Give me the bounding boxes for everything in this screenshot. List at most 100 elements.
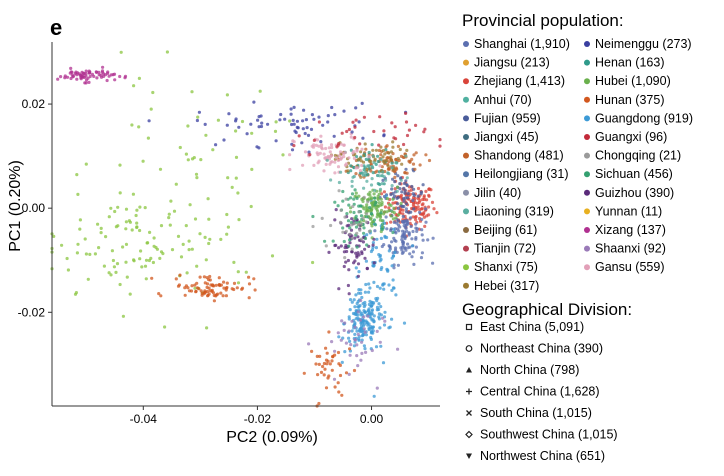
data-point — [198, 232, 202, 236]
data-point — [355, 245, 359, 249]
data-point — [301, 119, 305, 123]
data-point — [138, 257, 142, 261]
data-point — [168, 223, 172, 227]
data-point — [359, 291, 363, 295]
data-point — [395, 185, 400, 189]
data-point — [337, 154, 342, 158]
data-point — [314, 362, 318, 366]
data-point — [379, 236, 383, 240]
data-point — [421, 202, 425, 206]
data-point — [212, 299, 216, 303]
data-point — [350, 192, 355, 196]
data-point — [343, 256, 347, 260]
data-point — [60, 243, 64, 247]
data-point — [329, 143, 334, 147]
data-point — [302, 371, 306, 375]
data-point — [387, 167, 391, 171]
data-point — [418, 210, 422, 214]
data-point — [390, 256, 394, 260]
data-point — [84, 252, 88, 256]
data-point — [377, 143, 381, 147]
data-point — [305, 126, 309, 130]
data-point — [378, 187, 383, 191]
data-point — [329, 223, 333, 228]
data-point — [355, 196, 359, 200]
data-point — [411, 198, 415, 203]
data-point — [364, 147, 368, 151]
data-point — [234, 119, 238, 123]
data-point — [404, 235, 408, 239]
data-point — [386, 164, 390, 168]
data-point — [370, 196, 374, 200]
data-point — [350, 329, 354, 333]
data-point — [112, 265, 116, 269]
data-point — [208, 278, 212, 282]
data-point — [132, 259, 136, 263]
data-point — [312, 163, 316, 167]
data-point — [184, 152, 188, 156]
data-point — [232, 260, 236, 264]
data-point — [329, 178, 333, 182]
data-point — [205, 282, 210, 286]
data-point — [250, 131, 254, 135]
data-point — [367, 322, 371, 326]
data-point — [364, 259, 368, 263]
data-point — [135, 221, 139, 225]
data-point — [364, 282, 368, 287]
data-point — [378, 164, 382, 168]
data-point — [339, 142, 343, 146]
data-point — [230, 287, 234, 291]
data-point — [415, 229, 419, 233]
data-point — [338, 373, 343, 378]
data-point — [124, 227, 128, 231]
data-point — [347, 336, 351, 340]
data-point — [141, 159, 145, 163]
data-point — [308, 153, 312, 157]
data-point — [392, 220, 396, 224]
data-point — [339, 170, 343, 174]
data-point — [96, 222, 100, 226]
data-point — [71, 74, 76, 78]
data-point — [69, 76, 73, 81]
data-point — [344, 341, 348, 345]
data-point — [352, 197, 356, 201]
data-point — [124, 220, 128, 224]
data-point — [407, 128, 411, 132]
data-point — [355, 301, 359, 306]
data-point — [247, 282, 252, 286]
data-point — [259, 124, 264, 129]
data-point — [250, 167, 254, 171]
data-point — [387, 206, 391, 210]
data-point — [236, 270, 240, 274]
data-point — [157, 292, 161, 296]
data-point — [393, 250, 397, 255]
data-point — [230, 185, 234, 189]
data-point — [384, 215, 388, 219]
data-point — [90, 72, 94, 76]
data-point — [410, 244, 415, 248]
data-point — [378, 326, 382, 330]
data-point — [359, 222, 364, 226]
data-point — [353, 135, 357, 140]
data-point — [312, 117, 316, 121]
data-point — [391, 230, 395, 235]
data-point — [368, 205, 372, 210]
x-tick-label: 0.00 — [360, 412, 384, 426]
data-point — [371, 241, 375, 245]
legend-swatch — [584, 41, 590, 47]
data-point — [63, 74, 67, 78]
data-point — [195, 264, 199, 268]
data-point — [356, 235, 360, 239]
data-point — [410, 237, 414, 241]
data-point — [200, 291, 204, 295]
data-point — [372, 161, 376, 165]
data-point — [374, 200, 378, 204]
data-point — [391, 201, 395, 205]
data-point — [216, 118, 220, 122]
legend-swatch — [584, 134, 590, 140]
data-point — [370, 318, 374, 322]
data-point — [137, 125, 141, 129]
data-point — [350, 319, 354, 323]
data-point — [412, 262, 416, 266]
